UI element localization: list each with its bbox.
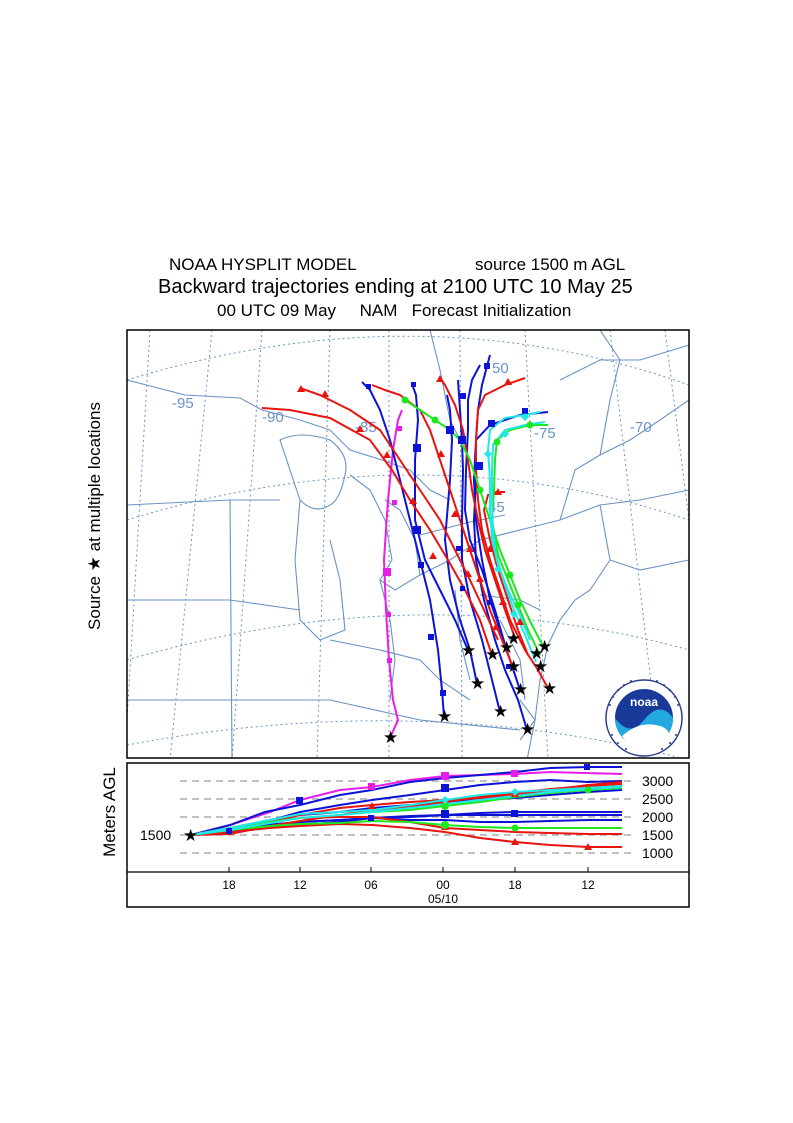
altitude-tick: 1000 [642,845,673,861]
source-star: ★ [461,641,476,660]
trajectory-red [371,384,514,668]
map-background: -95 -90 -85 -75 -70 50 45 [127,330,689,758]
trajectory-blue [361,381,445,718]
noaa-logo-text: noaa [630,695,658,709]
altitude-lines [190,766,623,848]
source-star: ★ [383,728,398,747]
time-tick: 06 [364,878,378,892]
altitude-tick: 2000 [642,809,673,825]
trajectory-red [299,387,499,641]
altitude-frame [126,762,690,908]
altitude-tick: 2500 [642,791,673,807]
altitude-markers [226,764,592,850]
lon-label: -95 [172,395,194,412]
source-star: ★ [537,637,552,656]
time-tick: 12 [293,878,307,892]
source-star: ★ [529,644,544,663]
map-frame [126,329,690,759]
source-star: ★ [506,657,521,676]
plot-title: Backward trajectories ending at 2100 UTC… [158,276,633,298]
time-axis-ticks [228,867,589,872]
trajectory-markers [297,363,534,696]
trajectory-blue [443,394,478,685]
coastlines-and-borders [127,330,689,758]
start-star-icon: ★ [183,826,198,845]
date-label: 05/10 [428,892,458,906]
trajectory-cyan [486,411,541,641]
source-star: ★ [485,645,500,664]
source-stars: ★ ★ ★ ★ ★ ★ ★ ★ ★ ★ ★ ★ ★ ★ ★ [383,629,557,747]
altitude-tick-labels: 3000 2500 2000 1500 1000 1500 [140,773,673,861]
trajectory-red [261,407,493,656]
model-name: NOAA HYSPLIT MODEL [169,255,357,274]
source-height: source 1500 m AGL [475,255,626,274]
source-star: ★ [533,657,548,676]
lon-label: -75 [534,425,556,442]
source-star: ★ [542,679,557,698]
source-star: ★ [513,680,528,699]
source-star: ★ [437,707,452,726]
trajectory-blue [472,354,528,731]
trajectory-red [439,377,516,639]
lon-label: -70 [630,419,652,436]
source-star: ★ [470,674,485,693]
time-tick: 18 [222,878,236,892]
source-star: ★ [499,638,514,657]
time-tick: 18 [508,878,522,892]
noaa-logo: noaa [605,679,683,757]
lon-label: -90 [262,409,284,426]
source-star: ★ [493,702,508,721]
trajectory-blue [411,383,469,651]
altitude-tick: 3000 [642,773,673,789]
altitude-panel: 3000 2500 2000 1500 1000 1500 [126,762,690,908]
plot-subtitle: 00 UTC 09 May NAM Forecast Initializatio… [217,301,572,320]
map-panel: -95 -90 -85 -75 -70 50 45 [126,329,690,759]
trajectory-magenta [382,409,403,739]
trajectory-lines [261,354,550,739]
source-star: ★ [506,629,521,648]
trajectory-red [475,377,550,691]
time-tick: 12 [581,878,595,892]
altitude-tick: 1500 [642,827,673,843]
lat-label: 50 [492,360,509,377]
start-height-label: 1500 [140,827,171,843]
graticule [127,330,689,758]
time-tick: 00 [436,878,450,892]
graticule-labels: -95 -90 -85 -75 -70 50 45 [172,360,652,516]
time-axis-labels: 18 12 06 00 18 12 05/10 [222,878,595,906]
source-star: ★ [520,720,535,739]
